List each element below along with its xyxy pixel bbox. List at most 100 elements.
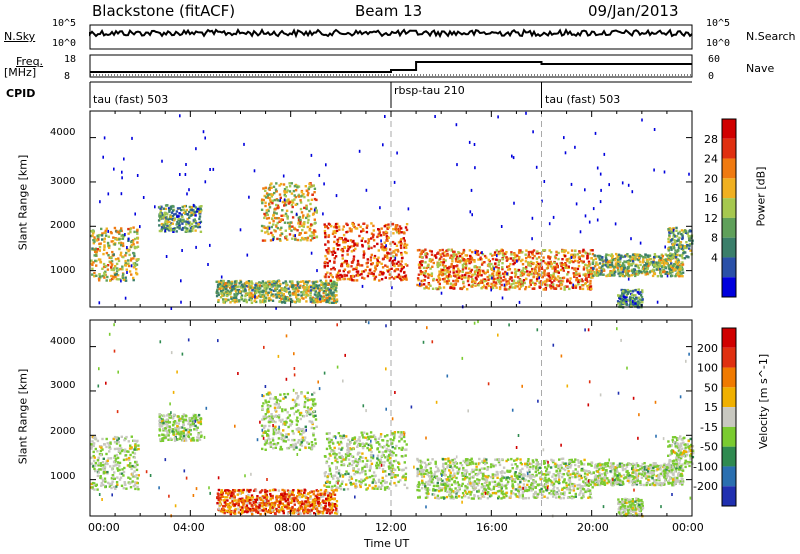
power-echo-6-173 [597, 256, 600, 259]
power-echo-4-234 [333, 235, 336, 238]
power-noise-10 [500, 225, 503, 228]
power-echo-5-612 [564, 264, 568, 267]
velocity-echo-2-141 [229, 496, 232, 500]
x-axis-label: Time UT [364, 537, 410, 550]
power-echo-6-177 [644, 273, 647, 276]
power-echo-5-946 [573, 274, 576, 277]
velocity-echo-2-362 [317, 497, 321, 500]
power-echo-5-106 [543, 283, 547, 286]
power-echo-2-648 [326, 287, 329, 290]
power-echo-3-147 [271, 234, 274, 237]
power-echo-7-33 [617, 302, 620, 305]
power-echo-2-627 [284, 297, 287, 300]
power-echo-4-42 [396, 231, 399, 234]
power-echo-5-311 [566, 280, 569, 283]
power-echo-5-371 [538, 264, 542, 267]
power-echo-6-453 [659, 272, 662, 275]
power-echo-2-396 [251, 286, 254, 289]
power-echo-2-501 [296, 299, 299, 303]
power-echo-4-364 [340, 274, 343, 277]
power-echo-1-78 [175, 223, 178, 226]
power-echo-5-829 [454, 257, 458, 261]
velocity-echo-1-148 [162, 427, 165, 431]
power-echo-0-112 [110, 260, 114, 263]
power-echo-4-194 [374, 268, 378, 271]
power-echo-3-181 [264, 204, 267, 208]
power-echo-0-206 [132, 262, 135, 265]
power-echo-6-380 [652, 268, 655, 271]
power-noise-83 [513, 201, 515, 205]
power-noise-68 [283, 198, 286, 202]
power-echo-5-231 [510, 271, 514, 274]
power-echo-5-867 [517, 256, 521, 259]
power-echo-2-63 [226, 281, 229, 285]
power-echo-0-234 [105, 251, 109, 255]
power-echo-5-909 [431, 265, 434, 268]
power-echo-2-548 [301, 280, 305, 283]
velocity-echo-2-437 [281, 488, 284, 492]
power-echo-5-927 [418, 261, 422, 264]
power-echo-6-434 [681, 261, 684, 264]
power-noise-115 [316, 269, 318, 273]
power-echo-5-61 [513, 268, 517, 271]
power-noise-78 [384, 115, 386, 118]
power-echo-4-365 [386, 256, 389, 260]
velocity-echo-0-243 [109, 457, 113, 460]
power-echo-7-34 [632, 294, 635, 297]
power-echo-3-150 [288, 222, 291, 226]
power-echo-5-124 [471, 278, 474, 281]
power-echo-6-445 [612, 274, 616, 277]
velocity-echo-1-210 [196, 439, 199, 442]
power-echo-4-236 [350, 245, 353, 248]
power-echo-5-607 [468, 249, 472, 252]
power-echo-2-671 [263, 300, 266, 303]
power-echo-5-661 [438, 282, 441, 286]
velocity-echo-0-141 [103, 477, 107, 480]
power-echo-5-284 [524, 286, 528, 289]
power-echo-4-252 [357, 262, 360, 266]
power-echo-6-147 [622, 262, 625, 265]
power-echo-3-149 [288, 227, 291, 230]
power-echo-2-97 [335, 285, 338, 288]
velocity-echo-0-26 [92, 459, 96, 463]
power-echo-2-560 [322, 285, 325, 288]
power-echo-1-71 [171, 222, 174, 225]
velocity-echo-0-164 [97, 471, 100, 474]
velocity-echo-1-120 [180, 430, 183, 434]
power-echo-2-291 [228, 281, 231, 284]
power-echo-5-40 [588, 284, 591, 287]
power-echo-5-540 [454, 279, 458, 282]
velocity-echo-1-138 [197, 421, 200, 424]
power-echo-2-540 [231, 285, 234, 288]
power-echo-2-242 [222, 293, 226, 296]
velocity-echo-0-45 [131, 480, 134, 483]
power-echo-1-220 [178, 207, 181, 210]
power-echo-5-643 [510, 251, 513, 254]
power-echo-4-159 [399, 269, 403, 273]
velocity-echo-2-169 [282, 495, 285, 498]
power-echo-2-342 [328, 295, 332, 298]
velocity-echo-0-206 [96, 474, 100, 478]
velocity-echo-2-367 [333, 511, 337, 515]
velocity-echo-1-237 [196, 436, 199, 439]
power-echo-4-38 [373, 254, 377, 258]
power-echo-5-468 [553, 279, 556, 282]
power-echo-4-333 [405, 246, 408, 249]
power-noise-74 [630, 237, 632, 241]
power-echo-5-357 [521, 274, 524, 277]
power-echo-4-437 [326, 226, 330, 230]
power-echo-0-195 [114, 275, 117, 278]
power-noise-82 [525, 111, 527, 115]
power-echo-5-253 [480, 287, 483, 290]
power-echo-8-88 [674, 249, 677, 252]
velocity-echo-0-176 [122, 470, 126, 474]
power-echo-4-321 [335, 229, 339, 233]
power-echo-2-444 [260, 281, 263, 285]
power-echo-1-155 [177, 215, 180, 218]
velocity-echo-0-169 [127, 464, 131, 467]
power-echo-0-184 [122, 278, 126, 281]
power-echo-5-542 [497, 268, 500, 272]
power-echo-5-652 [460, 259, 463, 262]
power-noise-118 [323, 182, 325, 186]
velocity-echo-2-359 [319, 506, 323, 510]
